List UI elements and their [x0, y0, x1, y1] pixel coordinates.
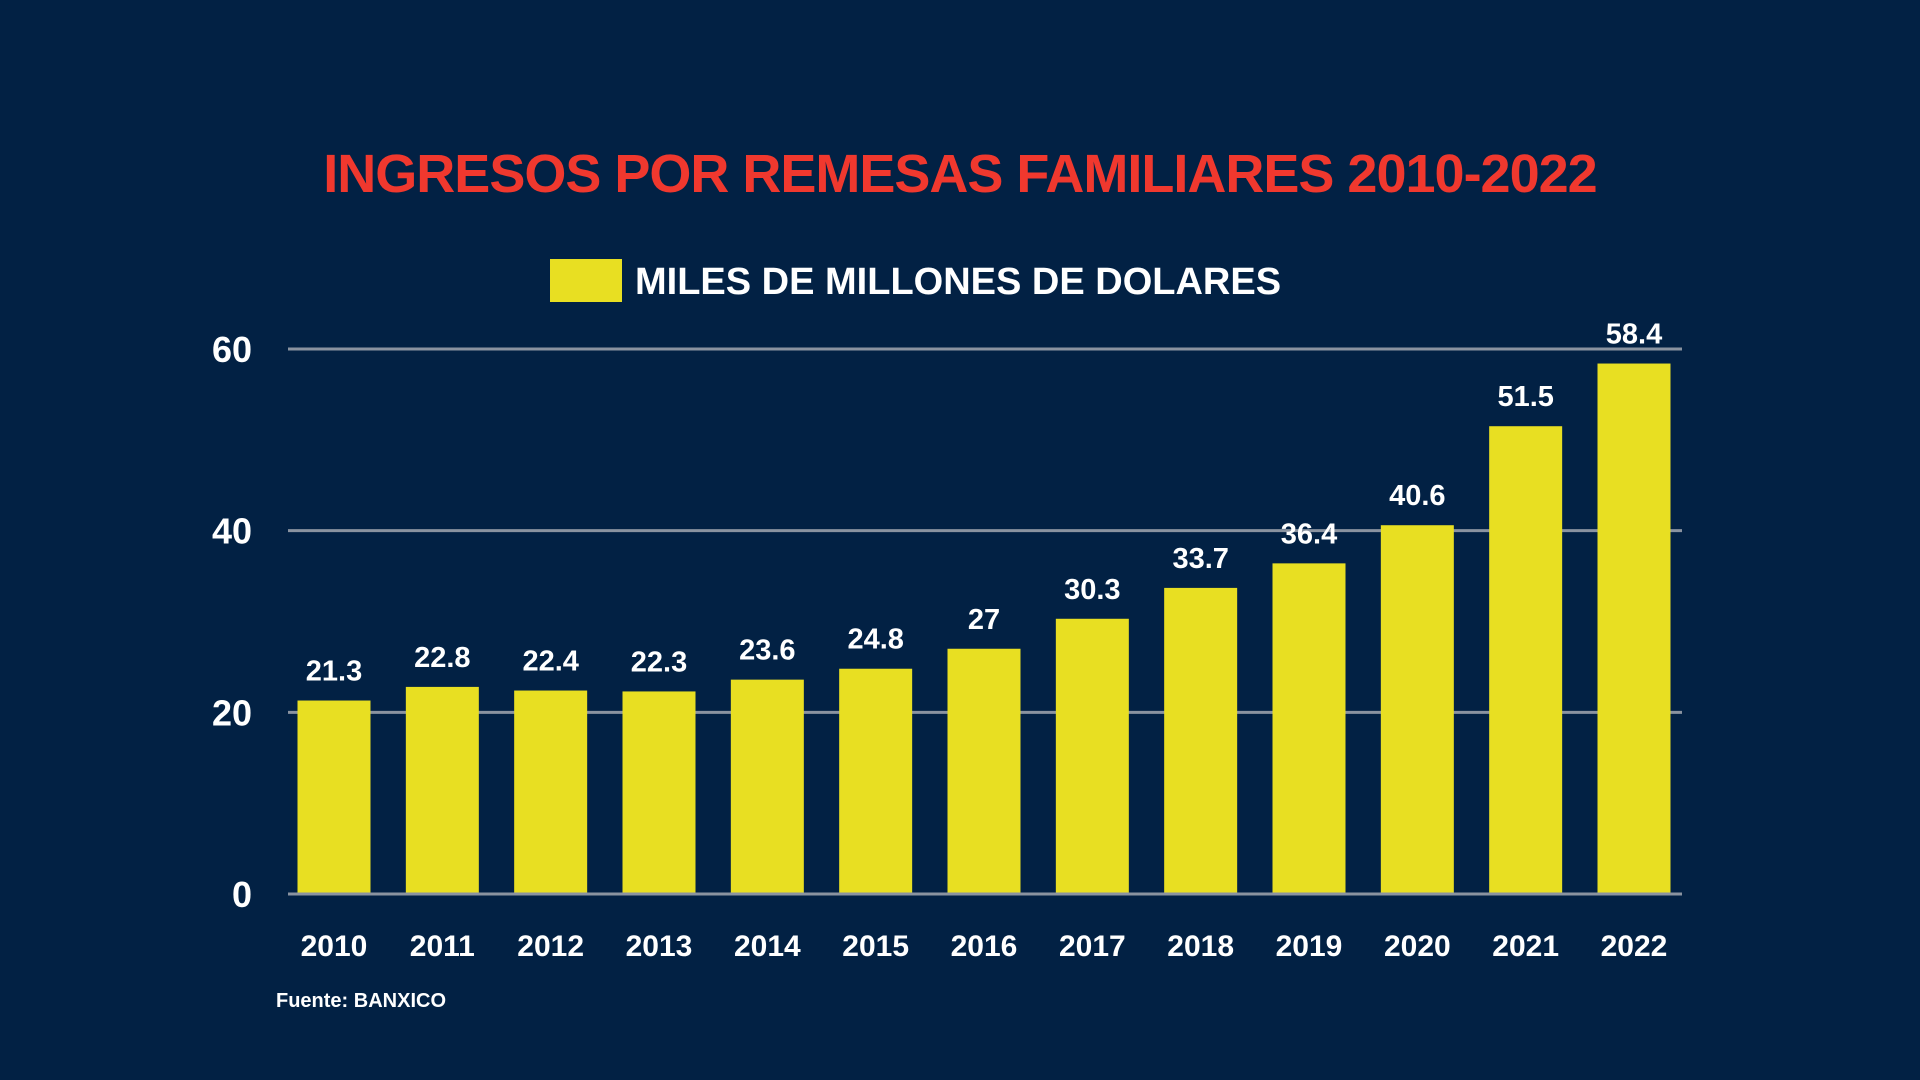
data-label-2010: 21.3 [306, 656, 362, 688]
legend-swatch [550, 259, 622, 302]
bar-2021 [1489, 426, 1563, 894]
y-tick-label: 20 [212, 692, 252, 733]
bar-2018 [1164, 587, 1238, 894]
x-tick-label-2022: 2022 [1601, 930, 1668, 963]
y-tick-label: 40 [212, 511, 252, 552]
x-tick-label-2016: 2016 [951, 930, 1018, 963]
bar-2016 [947, 648, 1021, 894]
data-label-2019: 36.4 [1281, 518, 1337, 550]
y-axis-ticks: 0 20 40 60 [212, 329, 252, 915]
bar-2012 [514, 690, 588, 894]
data-label-2014: 23.6 [739, 635, 795, 667]
x-tick-label-2010: 2010 [301, 930, 368, 963]
data-label-2016: 27 [968, 604, 1000, 636]
x-tick-label-2014: 2014 [734, 930, 801, 963]
data-label-2018: 33.7 [1172, 543, 1228, 575]
x-tick-label-2019: 2019 [1276, 930, 1343, 963]
bar-2015 [839, 668, 913, 894]
x-tick-label-2012: 2012 [517, 930, 584, 963]
bar-2020 [1380, 525, 1454, 894]
data-label-2021: 51.5 [1497, 381, 1553, 413]
x-tick-label-2017: 2017 [1059, 930, 1126, 963]
bars [297, 363, 1671, 894]
x-tick-label-2011: 2011 [410, 930, 475, 963]
legend-label: MILES DE MILLONES DE DOLARES [635, 261, 1281, 303]
data-label-2017: 30.3 [1064, 574, 1120, 606]
data-labels: 21.3 22.8 22.4 22.3 23.6 24.8 27 30.3 33.7 36.4 40… [288, 319, 1682, 896]
x-tick-label-2015: 2015 [842, 930, 909, 963]
chart-title: INGRESOS POR REMESAS FAMILIARES 2010-202… [323, 144, 1596, 204]
y-tick-label: 60 [212, 329, 252, 370]
data-label-2013: 22.3 [631, 646, 687, 678]
data-label-2011: 22.8 [414, 642, 470, 674]
data-label-2012: 22.4 [522, 646, 578, 678]
x-tick-label-2020: 2020 [1384, 930, 1451, 963]
bar-2014 [730, 679, 804, 894]
bar-2017 [1055, 618, 1129, 894]
data-label-2020: 40.6 [1389, 480, 1445, 512]
data-label-2015: 24.8 [847, 624, 903, 656]
bar-2013 [622, 691, 696, 894]
bar-2022 [1597, 363, 1671, 894]
y-tick-label: 0 [232, 874, 252, 915]
bar-2019 [1272, 563, 1346, 894]
x-tick-label-2018: 2018 [1167, 930, 1234, 963]
data-label-2022: 58.4 [1606, 319, 1662, 351]
x-tick-label-2021: 2021 [1492, 930, 1559, 963]
bar-2011 [405, 686, 479, 894]
x-tick-label-2013: 2013 [626, 930, 693, 963]
source-note: Fuente: BANXICO [276, 990, 446, 1012]
bar-2010 [297, 700, 371, 894]
x-axis-ticks: 2010 2011 2012 2013 2014 2015 2016 2017 2018 2019… [301, 930, 1668, 963]
